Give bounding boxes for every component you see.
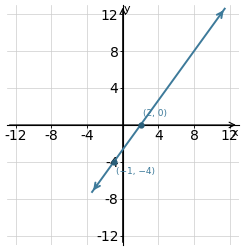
Text: x: x (232, 128, 238, 138)
Text: (−1, −4): (−1, −4) (116, 167, 156, 176)
Text: y: y (124, 3, 130, 13)
Text: (2, 0): (2, 0) (143, 110, 167, 119)
